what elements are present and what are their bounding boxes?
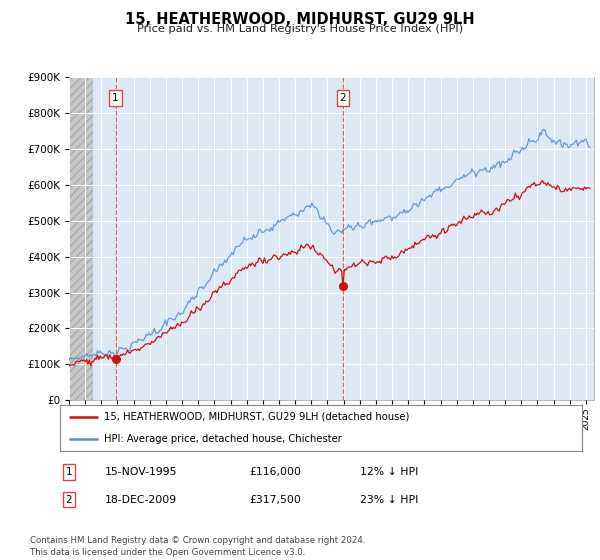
Text: £317,500: £317,500 [249,494,301,505]
Text: 1: 1 [65,467,73,477]
Text: Contains HM Land Registry data © Crown copyright and database right 2024.
This d: Contains HM Land Registry data © Crown c… [30,536,365,557]
Text: 23% ↓ HPI: 23% ↓ HPI [360,494,418,505]
Text: 2: 2 [65,494,73,505]
Text: Price paid vs. HM Land Registry's House Price Index (HPI): Price paid vs. HM Land Registry's House … [137,24,463,34]
Text: 15, HEATHERWOOD, MIDHURST, GU29 9LH: 15, HEATHERWOOD, MIDHURST, GU29 9LH [125,12,475,27]
Text: 15-NOV-1995: 15-NOV-1995 [105,467,178,477]
Text: 2: 2 [340,94,346,103]
Bar [69,77,93,400]
Text: 12% ↓ HPI: 12% ↓ HPI [360,467,418,477]
Text: 1: 1 [112,94,119,103]
Text: 15, HEATHERWOOD, MIDHURST, GU29 9LH (detached house): 15, HEATHERWOOD, MIDHURST, GU29 9LH (det… [104,412,410,422]
Text: £116,000: £116,000 [249,467,301,477]
Text: HPI: Average price, detached house, Chichester: HPI: Average price, detached house, Chic… [104,434,342,444]
Text: 18-DEC-2009: 18-DEC-2009 [105,494,177,505]
